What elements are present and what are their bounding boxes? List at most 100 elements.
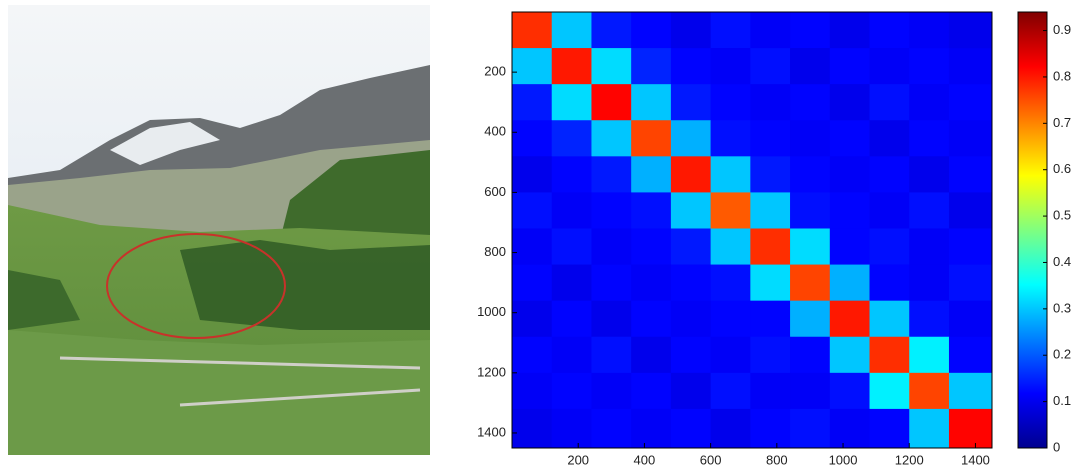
heatmap-cell (670, 120, 711, 157)
colorbar-tick-label: 0.2 (1053, 347, 1071, 362)
heatmap-cell (829, 156, 870, 193)
heatmap-cell (512, 120, 553, 157)
heatmap-cell (869, 48, 910, 85)
heatmap-cell (869, 336, 910, 374)
heatmap-cell (750, 120, 791, 157)
heatmap-cell (591, 372, 632, 410)
heatmap-cell (750, 408, 791, 449)
heatmap-cell (591, 408, 632, 449)
road (59, 356, 421, 370)
heatmap-cell (710, 264, 751, 301)
heatmap-cell (670, 192, 711, 229)
heatmap-cell (710, 336, 751, 374)
heatmap-cell (710, 84, 751, 121)
heatmap-cell (551, 300, 592, 338)
heatmap-cell (790, 300, 831, 338)
heatmap-cell (829, 84, 870, 121)
heatmap-cell (631, 372, 672, 410)
x-tick-label: 1200 (895, 452, 924, 467)
heatmap-cell (909, 120, 950, 157)
x-tick-label: 600 (700, 452, 722, 467)
heatmap-cell (670, 264, 711, 301)
heatmap-cell (591, 84, 632, 121)
heatmap-cell (948, 156, 993, 193)
heatmap-cell (790, 156, 831, 193)
heatmap-cell (869, 84, 910, 121)
heatmap-cell (710, 228, 751, 265)
heatmap-cell (909, 48, 950, 85)
heatmap-cell (948, 408, 993, 449)
heatmap-cell (591, 12, 632, 49)
heatmap-cell (909, 12, 950, 49)
x-tick-label: 1000 (829, 452, 858, 467)
heatmap-cell (750, 372, 791, 410)
colorbar-tick-label: 0.4 (1053, 254, 1071, 269)
plot-frame (511, 11, 993, 449)
heatmap-cell (869, 228, 910, 265)
heatmap-cell (631, 300, 672, 338)
forest (280, 150, 430, 240)
heatmap-cell (710, 48, 751, 85)
heatmap-cell (869, 300, 910, 338)
heatmap-cell (750, 264, 791, 301)
heatmap-cell (750, 12, 791, 49)
y-tick-label: 600 (484, 184, 506, 199)
heatmap-cell (670, 48, 711, 85)
heatmap-cell (750, 300, 791, 338)
heatmap-cell (710, 300, 751, 338)
heatmap-cell (869, 156, 910, 193)
colorbar-tick-label: 0.5 (1053, 208, 1071, 223)
heatmap-cell (948, 300, 993, 338)
heatmap-cell (829, 12, 870, 49)
heatmap-cell (512, 12, 553, 49)
x-tick-label: 1400 (961, 452, 990, 467)
heatmap-cell (869, 12, 910, 49)
heatmap-cell (750, 336, 791, 374)
heatmap-cell (551, 228, 592, 265)
heatmap-cell (909, 228, 950, 265)
heatmap-cell (750, 48, 791, 85)
heatmap-cell (551, 12, 592, 49)
heatmap-cell (790, 192, 831, 229)
heatmap-cell (909, 264, 950, 301)
heatmap-cell (909, 84, 950, 121)
heatmap-cell (631, 12, 672, 49)
heatmap-cell (750, 228, 791, 265)
y-tick-label: 800 (484, 244, 506, 259)
heatmap-cell (948, 120, 993, 157)
heatmap-cell (790, 228, 831, 265)
heatmap-cell (909, 300, 950, 338)
heatmap-cell (512, 300, 553, 338)
heatmap-cell (670, 156, 711, 193)
heatmap-cell (670, 300, 711, 338)
heatmap-cell (829, 228, 870, 265)
colorbar-tick-label: 0.6 (1053, 161, 1071, 176)
heatmap-cell (790, 372, 831, 410)
y-tick-label: 1400 (477, 424, 506, 439)
heatmap-cell (829, 408, 870, 449)
heatmap-cell (829, 48, 870, 85)
heatmap-cell (591, 336, 632, 374)
colorbar-tick-label: 0 (1053, 439, 1060, 454)
heatmap-cell (631, 48, 672, 85)
heatmap-cell (551, 156, 592, 193)
heatmap-cell (909, 372, 950, 410)
heatmap-cell (829, 300, 870, 338)
heatmap-cell (948, 336, 993, 374)
heatmap-cell (869, 264, 910, 301)
heatmap-cell (710, 408, 751, 449)
heatmap-cell (631, 192, 672, 229)
heatmap-cell (631, 264, 672, 301)
heatmap-cell (591, 120, 632, 157)
heatmap-cell (631, 336, 672, 374)
highlight-ellipse (106, 233, 286, 339)
x-tick-label: 800 (766, 452, 788, 467)
heatmap-cell (512, 336, 553, 374)
heatmap-cell (551, 120, 592, 157)
heatmap-cell (551, 192, 592, 229)
heatmap-cell (670, 408, 711, 449)
heatmap-cell (551, 372, 592, 410)
heatmap (512, 12, 993, 449)
heatmap-cell (631, 84, 672, 121)
